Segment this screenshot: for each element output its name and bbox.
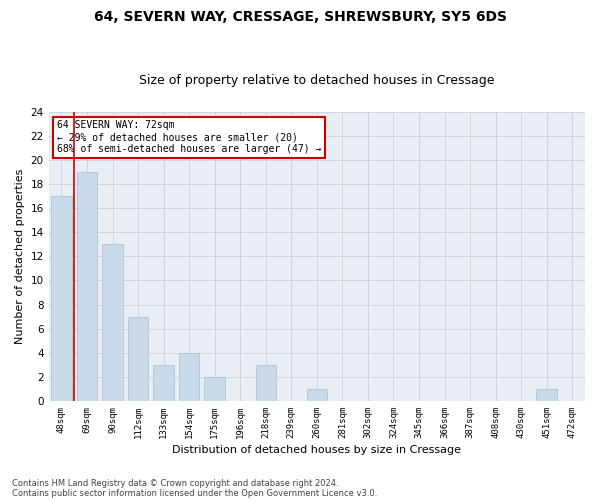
Bar [51, 196, 71, 401]
Bar [256, 365, 276, 401]
X-axis label: Distribution of detached houses by size in Cressage: Distribution of detached houses by size … [172, 445, 461, 455]
Text: Contains HM Land Registry data © Crown copyright and database right 2024.: Contains HM Land Registry data © Crown c… [12, 478, 338, 488]
Bar [205, 377, 225, 401]
Bar [128, 316, 148, 401]
Text: 64 SEVERN WAY: 72sqm
← 29% of detached houses are smaller (20)
68% of semi-detac: 64 SEVERN WAY: 72sqm ← 29% of detached h… [57, 120, 321, 154]
Bar [536, 389, 557, 401]
Title: Size of property relative to detached houses in Cressage: Size of property relative to detached ho… [139, 74, 494, 87]
Text: Contains public sector information licensed under the Open Government Licence v3: Contains public sector information licen… [12, 488, 377, 498]
Bar [154, 365, 174, 401]
Bar [307, 389, 327, 401]
Bar [103, 244, 123, 401]
Y-axis label: Number of detached properties: Number of detached properties [15, 168, 25, 344]
Bar [77, 172, 97, 401]
Text: 64, SEVERN WAY, CRESSAGE, SHREWSBURY, SY5 6DS: 64, SEVERN WAY, CRESSAGE, SHREWSBURY, SY… [94, 10, 506, 24]
Bar [179, 353, 199, 401]
